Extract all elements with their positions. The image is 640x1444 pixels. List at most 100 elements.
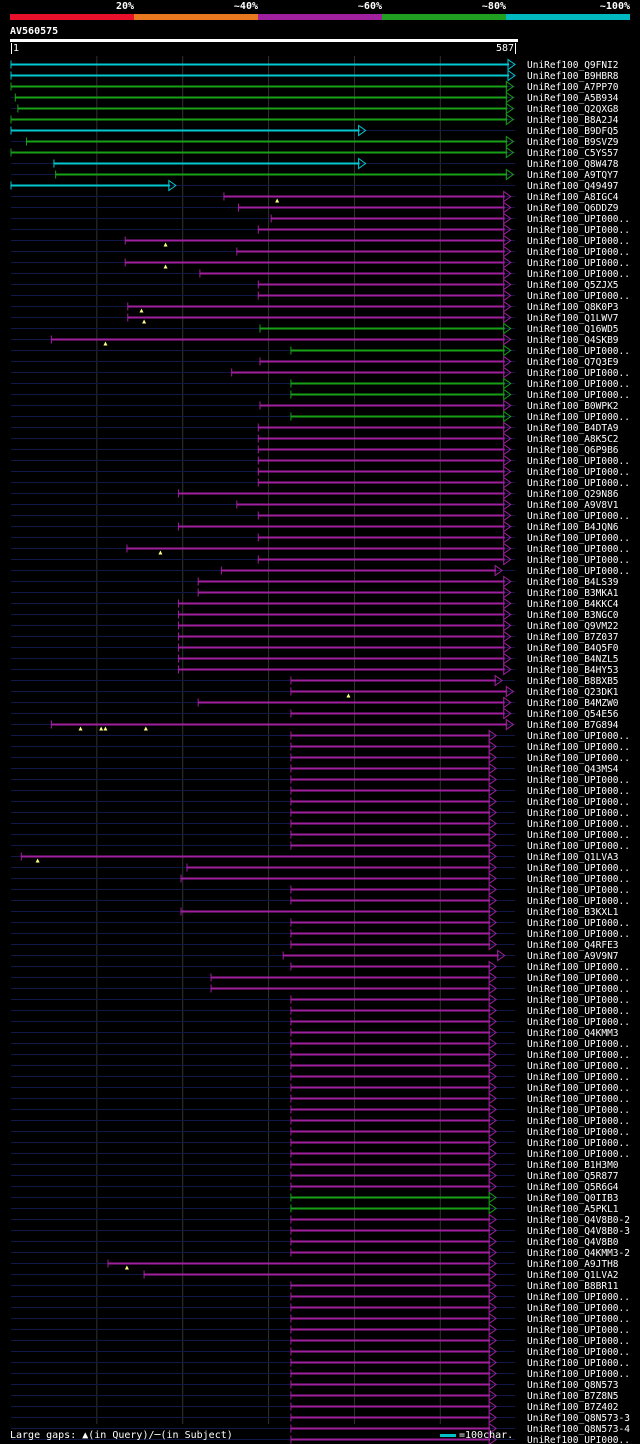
hit-label[interactable]: UniRef100_UPI000.. [527,412,630,423]
hit-label[interactable]: UniRef100_Q9FNI2 [527,60,619,71]
hit-label[interactable]: UniRef100_C5YS57 [527,148,619,159]
hit-label[interactable]: UniRef100_UPI000.. [527,456,630,467]
hit-label[interactable]: UniRef100_Q1LWV7 [527,313,619,324]
hit-label[interactable]: UniRef100_Q8K0P3 [527,302,619,313]
hit-label[interactable]: UniRef100_Q4V8B0-3 [527,1226,630,1237]
hit-label[interactable]: UniRef100_UPI000.. [527,830,630,841]
hit-label[interactable]: UniRef100_B4NZL5 [527,654,619,665]
hit-label[interactable]: UniRef100_B0WPK2 [527,401,619,412]
hit-label[interactable]: UniRef100_UPI000.. [527,995,630,1006]
hit-label[interactable]: UniRef100_B4DTA9 [527,423,619,434]
hit-label[interactable]: UniRef100_Q1LVA2 [527,1270,619,1281]
hit-label[interactable]: UniRef100_UPI000.. [527,544,630,555]
hit-label[interactable]: UniRef100_B7Z037 [527,632,619,643]
hit-label[interactable]: UniRef100_UPI000.. [527,808,630,819]
hit-label[interactable]: UniRef100_UPI000.. [527,1358,630,1369]
hit-label[interactable]: UniRef100_Q5R877 [527,1171,619,1182]
hit-label[interactable]: UniRef100_Q1LVA3 [527,852,619,863]
hit-label[interactable]: UniRef100_UPI000.. [527,467,630,478]
hit-label[interactable]: UniRef100_Q2QXG8 [527,104,619,115]
hit-label[interactable]: UniRef100_Q29N86 [527,489,619,500]
hit-label[interactable]: UniRef100_A9V8V1 [527,500,619,511]
hit-label[interactable]: UniRef100_UPI000.. [527,1127,630,1138]
hit-label[interactable]: UniRef100_B7G894 [527,720,619,731]
hit-label[interactable]: UniRef100_A5B934 [527,93,619,104]
hit-label[interactable]: UniRef100_B3NGC0 [527,610,619,621]
hit-label[interactable]: UniRef100_UPI000.. [527,786,630,797]
hit-label[interactable]: UniRef100_UPI000.. [527,1039,630,1050]
hit-label[interactable]: UniRef100_A8K5C2 [527,434,619,445]
hit-label[interactable]: UniRef100_B9HBR8 [527,71,619,82]
hit-label[interactable]: UniRef100_UPI000.. [527,962,630,973]
hit-label[interactable]: UniRef100_UPI000.. [527,929,630,940]
hit-label[interactable]: UniRef100_Q8N573 [527,1380,619,1391]
hit-label[interactable]: UniRef100_B1H3M0 [527,1160,619,1171]
hit-label[interactable]: UniRef100_UPI000.. [527,775,630,786]
hit-label[interactable]: UniRef100_UPI000.. [527,742,630,753]
hit-label[interactable]: UniRef100_B4LS39 [527,577,619,588]
hit-label[interactable]: UniRef100_UPI000.. [527,346,630,357]
hit-label[interactable]: UniRef100_UPI000.. [527,368,630,379]
hit-label[interactable]: UniRef100_UPI000.. [527,896,630,907]
hit-label[interactable]: UniRef100_Q54E56 [527,709,619,720]
hit-label[interactable]: UniRef100_B9DFQ5 [527,126,619,137]
hit-label[interactable]: UniRef100_UPI000.. [527,1083,630,1094]
hit-label[interactable]: UniRef100_B4MZW0 [527,698,619,709]
hit-label[interactable]: UniRef100_Q43MS4 [527,764,619,775]
hit-label[interactable]: UniRef100_B4HY53 [527,665,619,676]
hit-label[interactable]: UniRef100_UPI000.. [527,390,630,401]
hit-label[interactable]: UniRef100_B8A2J4 [527,115,619,126]
hit-label[interactable]: UniRef100_UPI000.. [527,258,630,269]
hit-label[interactable]: UniRef100_UPI000.. [527,566,630,577]
hit-label[interactable]: UniRef100_UPI000.. [527,1149,630,1160]
hit-label[interactable]: UniRef100_B4JQN6 [527,522,619,533]
hit-label[interactable]: UniRef100_UPI000.. [527,841,630,852]
hit-label[interactable]: UniRef100_Q4KMM3 [527,1028,619,1039]
hit-label[interactable]: UniRef100_Q4V8B0 [527,1237,619,1248]
hit-label[interactable]: UniRef100_UPI000.. [527,269,630,280]
hit-label[interactable]: UniRef100_Q7Q3E9 [527,357,619,368]
hit-label[interactable]: UniRef100_UPI000.. [527,1006,630,1017]
hit-label[interactable]: UniRef100_UPI000.. [527,1303,630,1314]
hit-label[interactable]: UniRef100_UPI000.. [527,379,630,390]
hit-label[interactable]: UniRef100_UPI000.. [527,555,630,566]
hit-label[interactable]: UniRef100_UPI000.. [527,918,630,929]
hit-label[interactable]: UniRef100_UPI000.. [527,1325,630,1336]
hit-label[interactable]: UniRef100_A7PP70 [527,82,619,93]
hit-label[interactable]: UniRef100_B9SVZ9 [527,137,619,148]
hit-label[interactable]: UniRef100_UPI000.. [527,1105,630,1116]
hit-label[interactable]: UniRef100_UPI000.. [527,1369,630,1380]
hit-label[interactable]: UniRef100_Q8N573-3 [527,1413,630,1424]
hit-label[interactable]: UniRef100_UPI000.. [527,1017,630,1028]
hit-label[interactable]: UniRef100_UPI000.. [527,236,630,247]
hit-label[interactable]: UniRef100_Q8W478 [527,159,619,170]
hit-label[interactable]: UniRef100_UPI000.. [527,973,630,984]
hit-label[interactable]: UniRef100_A9TQY7 [527,170,619,181]
hit-label[interactable]: UniRef100_Q23DK1 [527,687,619,698]
hit-label[interactable]: UniRef100_Q4SKB9 [527,335,619,346]
hit-label[interactable]: UniRef100_Q49497 [527,181,619,192]
hit-label[interactable]: UniRef100_Q6DDZ9 [527,203,619,214]
hit-label[interactable]: UniRef100_UPI000.. [527,1050,630,1061]
hit-label[interactable]: UniRef100_UPI000.. [527,1292,630,1303]
hit-label[interactable]: UniRef100_B4Q5F0 [527,643,619,654]
hit-label[interactable]: UniRef100_Q16WD5 [527,324,619,335]
hit-label[interactable]: UniRef100_UPI000.. [527,478,630,489]
hit-label[interactable]: UniRef100_UPI000.. [527,1072,630,1083]
hit-label[interactable]: UniRef100_Q8N573-4 [527,1424,630,1435]
hit-label[interactable]: UniRef100_UPI000.. [527,214,630,225]
hit-label[interactable]: UniRef100_B7Z8N5 [527,1391,619,1402]
hit-label[interactable]: UniRef100_UPI000.. [527,225,630,236]
hit-label[interactable]: UniRef100_A8IGC4 [527,192,619,203]
hit-label[interactable]: UniRef100_B8BR11 [527,1281,619,1292]
hit-label[interactable]: UniRef100_B8BXB5 [527,676,619,687]
hit-label[interactable]: UniRef100_UPI000.. [527,1138,630,1149]
hit-label[interactable]: UniRef100_UPI000.. [527,1347,630,1358]
hit-label[interactable]: UniRef100_UPI000.. [527,511,630,522]
hit-label[interactable]: UniRef100_UPI000.. [527,874,630,885]
hit-label[interactable]: UniRef100_Q5R6G4 [527,1182,619,1193]
hit-label[interactable]: UniRef100_UPI000.. [527,797,630,808]
hit-label[interactable]: UniRef100_UPI000.. [527,731,630,742]
hit-label[interactable]: UniRef100_UPI000.. [527,819,630,830]
hit-label[interactable]: UniRef100_UPI000.. [527,533,630,544]
